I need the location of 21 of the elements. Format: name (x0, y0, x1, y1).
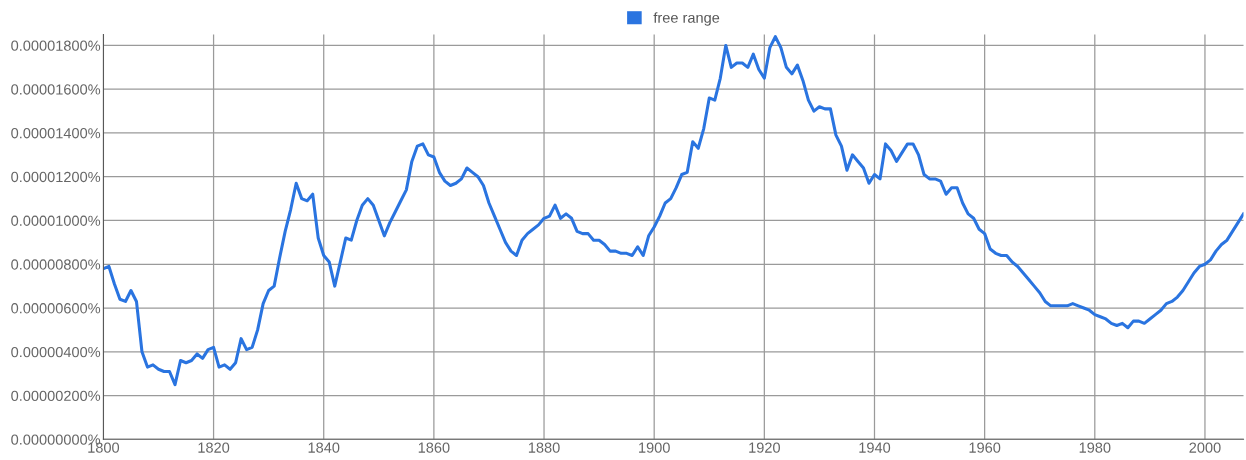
x-tick-label: 2000 (1189, 442, 1221, 453)
y-tick-label: 0.00000400% (11, 346, 101, 358)
x-tick-label: 1900 (639, 442, 670, 453)
y-tick-label: 0.00000200% (11, 390, 101, 401)
y-tick-label: 0.00000600% (11, 303, 101, 314)
y-tick-label: 0.00001600% (11, 84, 101, 95)
x-tick-label: 1940 (859, 442, 891, 453)
x-tick-label: 1860 (418, 442, 450, 453)
y-tick-label: 0.00001800% (11, 40, 101, 51)
x-tick-label: 1840 (308, 442, 340, 453)
x-tick-label: 1880 (528, 442, 560, 453)
x-tick-label: 1820 (198, 442, 230, 453)
line-series (103, 35, 1244, 387)
x-tick-label: 1960 (969, 442, 1001, 453)
x-tick-label: 1920 (749, 442, 780, 453)
y-tick-label: 0.00001200% (11, 171, 101, 183)
y-tick-label: 0.00001000% (11, 215, 101, 226)
x-tick-label: 1980 (1079, 442, 1111, 453)
y-tick-label: 0.00001400% (11, 128, 101, 139)
legend-label: free range (653, 12, 720, 26)
y-tick-label: 0.00000800% (11, 259, 101, 270)
